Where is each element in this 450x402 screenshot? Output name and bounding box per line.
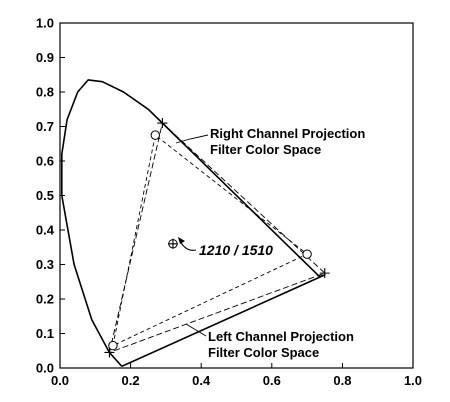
y-tick-label: 0.4	[36, 223, 55, 238]
plus-marker	[319, 268, 330, 279]
y-tick-label: 0.0	[36, 361, 54, 376]
circle-marker	[150, 130, 161, 140]
y-tick-label: 1.0	[36, 16, 54, 31]
annotation-layer: Right Channel Projection Filter Color Sp…	[175, 126, 365, 360]
left-channel-label-line1: Left Channel Projection	[208, 329, 354, 344]
y-tick-label: 0.1	[36, 326, 54, 341]
circle-marker	[108, 340, 118, 351]
y-tick-label: 0.6	[36, 154, 54, 169]
y-tick-label: 0.8	[36, 85, 54, 100]
plus-marker	[104, 347, 115, 358]
axis-ticks: 0.0 0.2 0.4 0.6 0.8 1.0 0.0 0.1 0.2 0.3 0.4 0.5 0.6 0…	[36, 16, 422, 389]
y-tick-label: 0.2	[36, 292, 54, 307]
y-tick-label: 0.7	[36, 119, 54, 134]
y-tick-label: 0.9	[36, 50, 54, 65]
right-channel-leader-line	[175, 134, 209, 144]
right-channel-label-line2: Filter Color Space	[210, 142, 321, 157]
y-tick-label: 0.5	[36, 188, 54, 203]
white-point-label: 1210 / 1510	[199, 242, 273, 258]
y-tick-label: 0.3	[36, 257, 54, 272]
projection-gamut-series-2	[112, 134, 308, 347]
x-tick-label: 1.0	[404, 373, 422, 388]
x-tick-label: 0.2	[122, 373, 140, 388]
marker-layer	[104, 118, 330, 358]
x-tick-label: 0.0	[51, 373, 69, 388]
x-tick-label: 0.8	[333, 373, 351, 388]
x-tick-label: 0.6	[263, 373, 281, 388]
series-layer	[60, 79, 326, 368]
right-channel-label-line1: Right Channel Projection	[210, 126, 365, 141]
plus-marker	[167, 238, 178, 249]
circle-marker	[302, 249, 312, 259]
left-channel-leader-line	[185, 323, 207, 337]
x-tick-label: 0.4	[192, 373, 211, 388]
projection-gamut-series-1	[108, 122, 326, 353]
left-channel-label-line2: Filter Color Space	[208, 345, 319, 360]
spectral-locus-series	[60, 79, 326, 368]
plus-marker	[157, 118, 168, 129]
white-point-arrowhead	[178, 237, 185, 244]
